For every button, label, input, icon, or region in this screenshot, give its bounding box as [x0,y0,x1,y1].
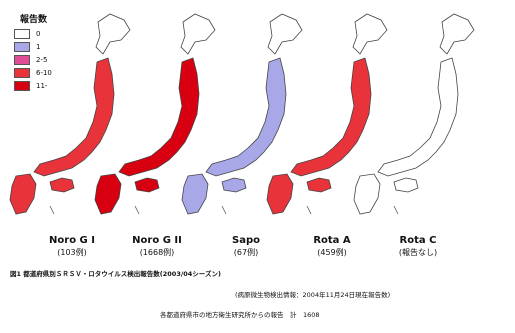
legend-swatch [14,41,30,52]
map-name: Sapo [232,235,260,246]
legend-label: 6-10 [36,68,52,77]
region-hokkaido [180,13,216,55]
region-shikoku [221,177,247,193]
legend-label: 0 [36,29,41,38]
map-2 [181,13,303,215]
legend-item: 11- [14,80,52,91]
map-4 [353,13,475,215]
okinawa-islands [134,205,140,215]
region-honshu [33,57,115,177]
map-name: Noro G I [49,235,95,246]
region-honshu [377,57,459,177]
map-label-rotaa: Rota A (459例) [292,234,372,258]
figure-caption: 図1 都道府県別ＳＲＳＶ・ロタウイルス検出報告数(2003/04シーズン) [10,270,221,278]
okinawa-islands [49,205,55,215]
source-note: (病原微生物検出情報：2004年11月24日現在報告数) [235,291,391,299]
region-hokkaido [267,13,303,55]
okinawa-islands [393,205,399,215]
region-honshu [118,57,200,177]
map-label-norog2: Noro G II (1668例) [117,234,197,258]
legend-item: 0 [14,28,52,39]
region-shikoku [306,177,332,193]
map-label-norog1: Noro G I (103例) [32,234,112,258]
map-0 [9,13,131,215]
region-kyushu [9,173,37,215]
region-shikoku [393,177,419,193]
legend-swatch [14,54,30,65]
map-count: (103例) [57,248,87,257]
map-1 [94,13,216,215]
region-shikoku [49,177,75,193]
map-name: Rota C [399,235,437,246]
okinawa-islands [221,205,227,215]
legend-item: 1 [14,41,52,52]
region-kyushu [266,173,294,215]
region-kyushu [353,173,381,215]
legend-label: 11- [36,81,48,90]
region-hokkaido [439,13,475,55]
map-count: (1668例) [139,248,175,257]
legend-swatch [14,80,30,91]
map-label-sapo: Sapo (67例) [206,234,286,258]
region-kyushu [94,173,122,215]
legend-item: 6-10 [14,67,52,78]
map-name: Noro G II [132,235,182,246]
map-count: (報告なし) [398,248,438,257]
map-label-rotac: Rota C (報告なし) [378,234,458,258]
map-3 [266,13,388,215]
region-hokkaido [352,13,388,55]
map-count: (459例) [317,248,347,257]
legend-swatch [14,67,30,78]
legend-label: 2-5 [36,55,48,64]
region-shikoku [134,177,160,193]
region-kyushu [181,173,209,215]
legend-title: 報告数 [20,15,48,25]
legend: 報告数 0 1 2-5 6-10 11- [14,12,52,93]
legend-item: 2-5 [14,54,52,65]
legend-swatch [14,28,30,39]
map-name: Rota A [313,235,351,246]
okinawa-islands [306,205,312,215]
region-hokkaido [95,13,131,55]
region-honshu [205,57,287,177]
map-count: (67例) [233,248,259,257]
region-honshu [290,57,372,177]
institute-note: 各都道府県市の地方衛生研究所からの報告 計 1608 [160,311,320,319]
legend-label: 1 [36,42,41,51]
